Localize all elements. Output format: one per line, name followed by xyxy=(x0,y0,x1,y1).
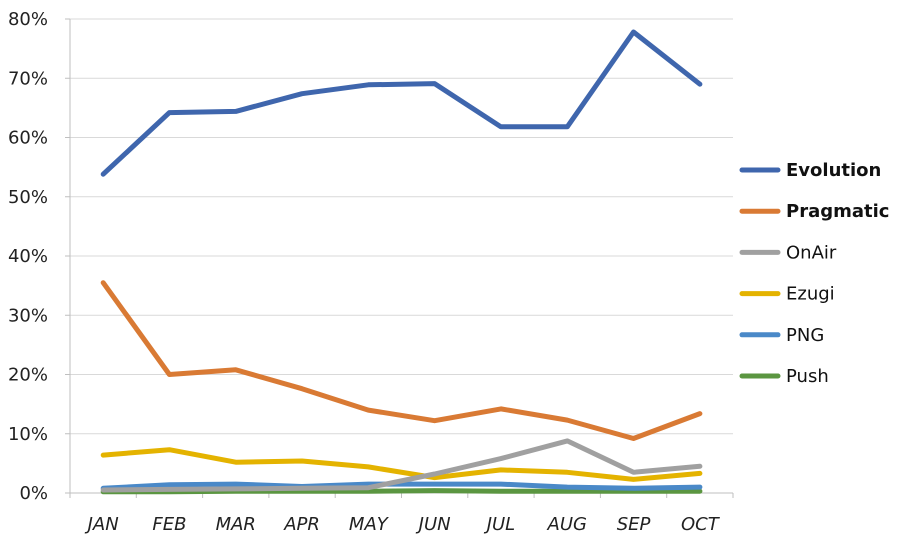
series-line-png xyxy=(100,481,703,491)
legend-label-evolution: Evolution xyxy=(786,160,881,181)
x-tick-label: JAN xyxy=(85,514,119,535)
x-tick-label: MAY xyxy=(349,514,390,535)
y-tick-label: 30% xyxy=(8,305,48,326)
x-tick-label: JUL xyxy=(484,514,516,535)
series-lines xyxy=(100,29,703,495)
series-line-ezugi xyxy=(100,447,703,482)
legend-label-png: PNG xyxy=(786,325,824,346)
x-tick-label: AUG xyxy=(547,514,587,535)
y-tick-label: 60% xyxy=(8,128,48,149)
legend-label-onair: OnAir xyxy=(786,242,837,263)
x-tick-label: OCT xyxy=(681,514,721,535)
y-tick-label: 50% xyxy=(8,187,48,208)
x-tick-label: MAR xyxy=(216,514,256,535)
y-tick-label: 80% xyxy=(8,9,48,30)
x-tick-label: APR xyxy=(283,514,320,535)
y-tick-label: 70% xyxy=(8,68,48,89)
y-tick-label: 0% xyxy=(19,483,48,504)
y-tick-label: 10% xyxy=(8,424,48,445)
series-line-pragmatic xyxy=(100,280,703,441)
y-tick-label: 40% xyxy=(8,246,48,267)
series-line-evolution xyxy=(100,29,703,177)
x-tick-label: JUN xyxy=(416,514,451,535)
legend-label-push: Push xyxy=(786,366,829,387)
x-tick-label: SEP xyxy=(617,514,651,535)
legend: Evolution Pragmatic OnAir Ezugi PNG Push xyxy=(739,160,889,387)
legend-label-ezugi: Ezugi xyxy=(786,284,835,305)
series-line-onair xyxy=(100,438,703,493)
y-tick-label: 20% xyxy=(8,365,48,386)
legend-label-pragmatic: Pragmatic xyxy=(786,201,889,222)
x-tick-label: FEB xyxy=(152,514,186,535)
